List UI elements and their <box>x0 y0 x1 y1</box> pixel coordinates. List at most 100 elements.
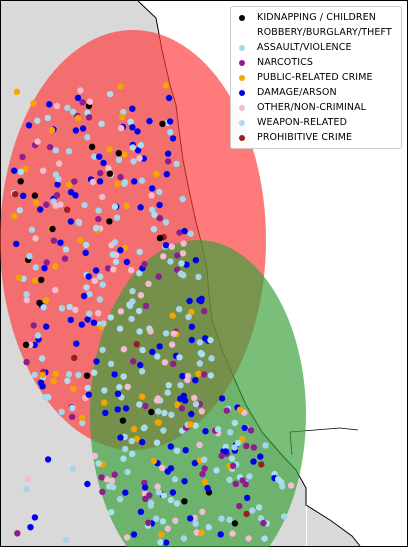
incident-marker <box>196 360 203 367</box>
incident-marker <box>30 100 37 107</box>
incident-marker <box>134 147 142 154</box>
incident-marker <box>287 482 295 489</box>
incident-marker <box>43 297 50 304</box>
incident-marker <box>257 515 265 522</box>
incident-marker <box>25 475 32 483</box>
incident-marker <box>34 138 41 145</box>
legend-label: ASSAULT/VIOLENCE <box>257 42 352 53</box>
incident-marker <box>112 258 120 265</box>
incident-marker <box>231 419 238 427</box>
legend-label: NARCOTICS <box>257 57 314 68</box>
incident-marker <box>57 239 64 246</box>
incident-marker <box>116 496 124 503</box>
incident-marker <box>30 322 37 329</box>
incident-marker <box>78 414 86 421</box>
incident-marker <box>133 341 140 348</box>
incident-marker <box>137 508 145 515</box>
incident-marker <box>136 270 143 277</box>
incident-marker <box>89 178 97 186</box>
incident-marker <box>36 299 43 307</box>
incident-marker <box>142 302 150 310</box>
incident-marker <box>98 120 105 128</box>
incident-marker <box>65 148 73 155</box>
incident-marker <box>79 125 87 132</box>
incident-marker <box>162 219 170 226</box>
incident-marker <box>38 355 46 362</box>
incident-marker <box>244 494 251 502</box>
incident-marker <box>116 325 124 332</box>
incident-marker <box>205 524 212 531</box>
incident-marker <box>58 305 66 312</box>
incident-marker <box>157 539 164 546</box>
incident-marker <box>198 529 205 537</box>
incident-marker <box>97 169 104 177</box>
incident-marker <box>137 361 144 369</box>
incident-marker <box>49 225 56 233</box>
legend-entry: ASSAULT/VIOLENCE <box>239 40 395 55</box>
incident-marker <box>79 99 86 106</box>
incident-marker <box>172 517 179 524</box>
incident-marker <box>111 203 119 210</box>
incident-marker <box>223 407 230 414</box>
incident-marker <box>165 382 172 389</box>
incident-marker <box>195 370 202 377</box>
incident-marker <box>14 530 21 537</box>
legend-marker <box>239 89 245 96</box>
incident-marker <box>17 168 25 175</box>
incident-marker <box>229 462 237 470</box>
incident-marker <box>207 336 214 344</box>
legend-entry: PROHIBITIVE CRIME <box>239 130 395 145</box>
incident-marker <box>52 286 59 294</box>
incident-marker <box>99 346 106 354</box>
incident-marker <box>149 348 156 356</box>
incident-marker <box>169 312 176 319</box>
incident-marker <box>82 249 89 256</box>
incident-marker <box>241 424 248 432</box>
incident-marker <box>133 435 140 443</box>
incident-marker <box>168 341 176 348</box>
incident-marker <box>156 201 163 209</box>
incident-marker <box>53 192 61 199</box>
incident-marker <box>108 509 115 516</box>
legend-marker <box>239 119 245 126</box>
incident-marker <box>137 141 145 149</box>
incident-marker <box>37 379 45 386</box>
crime-points <box>10 82 295 546</box>
incident-marker <box>100 159 107 167</box>
incident-marker <box>160 492 167 499</box>
incident-marker <box>114 390 122 397</box>
incident-marker <box>155 408 162 415</box>
incident-marker <box>31 371 38 378</box>
incident-marker <box>114 406 121 413</box>
legend-entry: PUBLIC-RELATED CRIME <box>239 70 395 85</box>
incident-marker <box>26 253 33 260</box>
incident-marker <box>121 151 128 158</box>
incident-marker <box>117 434 124 441</box>
incident-marker <box>167 496 175 504</box>
incident-marker <box>15 274 23 281</box>
incident-marker <box>181 397 189 404</box>
incident-marker <box>196 339 204 346</box>
incident-marker <box>196 441 203 449</box>
incident-marker <box>104 265 112 272</box>
incident-marker <box>151 211 158 218</box>
incident-marker <box>80 292 88 300</box>
incident-marker <box>86 290 93 298</box>
incident-marker <box>170 360 177 367</box>
incident-marker <box>160 253 167 260</box>
incident-marker <box>192 377 199 384</box>
incident-marker <box>124 468 131 476</box>
incident-marker <box>48 126 56 134</box>
incident-marker <box>280 513 288 520</box>
incident-marker <box>231 520 239 527</box>
incident-marker <box>58 408 65 416</box>
incident-marker <box>34 332 42 339</box>
incident-marker <box>182 447 189 454</box>
incident-marker <box>202 428 209 435</box>
incident-marker <box>120 455 127 462</box>
incident-marker <box>12 191 19 198</box>
incident-marker <box>11 213 18 220</box>
incident-marker <box>81 201 88 209</box>
incident-marker <box>120 346 128 353</box>
incident-marker <box>161 359 169 366</box>
